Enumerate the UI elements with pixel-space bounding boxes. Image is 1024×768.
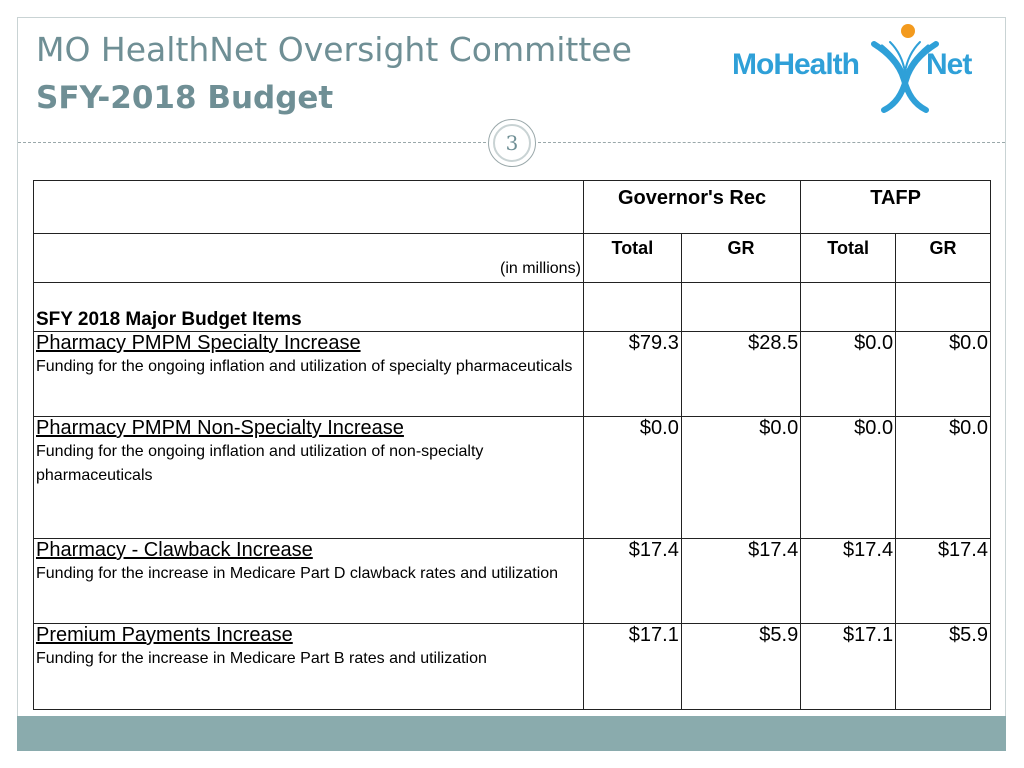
empty-cell — [801, 283, 896, 332]
header-tafp-total: Total — [801, 234, 896, 283]
value-gov-total: $17.1 — [583, 624, 681, 710]
header-gov-gr: GR — [681, 234, 800, 283]
page-number-badge: 3 — [488, 119, 536, 167]
table-row: Pharmacy - Clawback Increase Funding for… — [34, 539, 991, 624]
item-description: Funding for the ongoing inflation and ut… — [36, 355, 581, 379]
item-description: Funding for the ongoing inflation and ut… — [36, 440, 581, 488]
section-title: SFY 2018 Major Budget Items — [34, 283, 584, 332]
value-tafp-total: $0.0 — [801, 417, 896, 539]
header-governors-rec: Governor's Rec — [583, 181, 800, 234]
value-tafp-total: $17.1 — [801, 624, 896, 710]
item-cell: Pharmacy PMPM Specialty Increase Funding… — [34, 332, 584, 417]
table-row: Premium Payments Increase Funding for th… — [34, 624, 991, 710]
empty-cell — [681, 283, 800, 332]
budget-table: Governor's Rec TAFP (in millions) Total … — [33, 180, 991, 710]
item-description: Funding for the increase in Medicare Par… — [36, 647, 581, 671]
item-cell: Pharmacy PMPM Non-Specialty Increase Fun… — [34, 417, 584, 539]
value-gov-total: $79.3 — [583, 332, 681, 417]
value-tafp-total: $17.4 — [801, 539, 896, 624]
value-gov-gr: $17.4 — [681, 539, 800, 624]
header-tafp-gr: GR — [896, 234, 991, 283]
table-header-blank — [34, 181, 584, 234]
item-title[interactable]: Pharmacy - Clawback Increase — [36, 539, 581, 562]
slide-title: MO HealthNet Oversight Committee — [36, 30, 632, 69]
divider-right — [538, 142, 1005, 143]
table-sub-header-row: (in millions) Total GR Total GR — [34, 234, 991, 283]
value-gov-gr: $0.0 — [681, 417, 800, 539]
slide-subtitle: SFY-2018 Budget — [36, 80, 333, 116]
item-title[interactable]: Pharmacy PMPM Specialty Increase — [36, 332, 581, 355]
item-cell: Pharmacy - Clawback Increase Funding for… — [34, 539, 584, 624]
page-number: 3 — [493, 124, 531, 162]
value-gov-total: $0.0 — [583, 417, 681, 539]
empty-cell — [896, 283, 991, 332]
units-note: (in millions) — [34, 234, 584, 283]
table-group-header-row: Governor's Rec TAFP — [34, 181, 991, 234]
logo-text-left: MoHealth — [732, 48, 859, 82]
value-gov-gr: $28.5 — [681, 332, 800, 417]
table-row: Pharmacy PMPM Non-Specialty Increase Fun… — [34, 417, 991, 539]
mohealthnet-logo: MoHealth Net — [730, 22, 992, 114]
value-tafp-gr: $0.0 — [896, 332, 991, 417]
section-header-row: SFY 2018 Major Budget Items — [34, 283, 991, 332]
item-title[interactable]: Pharmacy PMPM Non-Specialty Increase — [36, 417, 581, 440]
header-tafp: TAFP — [801, 181, 991, 234]
value-gov-total: $17.4 — [583, 539, 681, 624]
empty-cell — [583, 283, 681, 332]
divider-left — [18, 142, 486, 143]
table-row: Pharmacy PMPM Specialty Increase Funding… — [34, 332, 991, 417]
value-tafp-gr: $5.9 — [896, 624, 991, 710]
footer-bar — [17, 716, 1006, 751]
value-gov-gr: $5.9 — [681, 624, 800, 710]
value-tafp-gr: $0.0 — [896, 417, 991, 539]
value-tafp-total: $0.0 — [801, 332, 896, 417]
logo-text-right: Net — [926, 48, 971, 82]
item-title[interactable]: Premium Payments Increase — [36, 624, 581, 647]
item-cell: Premium Payments Increase Funding for th… — [34, 624, 584, 710]
header-gov-total: Total — [583, 234, 681, 283]
item-description: Funding for the increase in Medicare Par… — [36, 562, 581, 586]
value-tafp-gr: $17.4 — [896, 539, 991, 624]
